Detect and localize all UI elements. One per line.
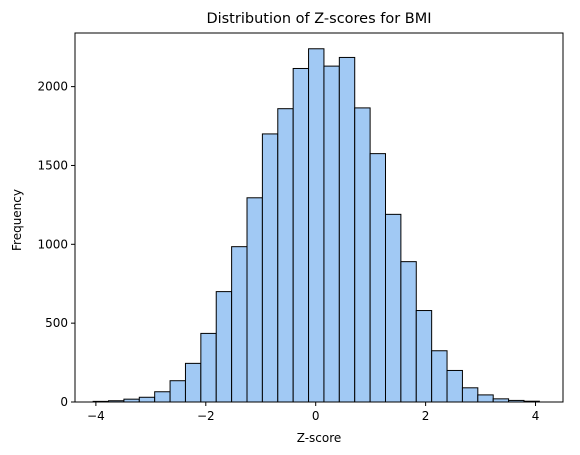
histogram-bar [446,369,463,403]
x-tick-label: −4 [87,409,105,423]
x-tick-label: 0 [312,409,320,423]
histogram-bar [323,65,340,403]
y-axis-ticks: 0 500 1000 1500 2000 [37,80,75,409]
y-tick-label: 1000 [37,237,68,251]
histogram-bar [308,48,325,403]
histogram-bar [354,107,371,403]
histogram-bar [138,396,156,403]
histogram-bar [400,261,417,403]
histogram-bar [277,108,294,403]
x-axis-ticks: −4 −2 0 2 4 [87,402,539,423]
x-tick-label: −2 [197,409,215,423]
histogram-bar [184,362,202,403]
histogram-bar [215,291,233,403]
y-tick-label: 0 [60,395,68,409]
histogram-bar [292,67,310,403]
plot-frame [74,32,564,403]
histogram-bar [231,246,248,403]
histogram-bar [169,380,186,403]
histogram-bar [338,56,356,403]
bars-group [92,48,540,403]
y-axis-title: Frequency [10,189,24,251]
histogram-bar [431,350,448,403]
histogram-bar [415,310,433,403]
histogram-bar [369,153,386,403]
histogram-bar [246,197,263,403]
chart-title: Distribution of Z-scores for BMI [206,11,431,27]
histogram-bar [154,391,171,403]
x-tick-label: 2 [422,409,430,423]
histogram-bar [261,133,279,403]
histogram-bar [461,387,479,403]
y-tick-label: 1500 [37,158,68,172]
histogram-bar [384,213,402,403]
y-tick-label: 500 [45,316,68,330]
y-tick-label: 2000 [37,80,68,94]
x-axis-title: Z-score [297,431,342,445]
histogram-bar [200,332,217,403]
x-tick-label: 4 [532,409,540,423]
histogram-bar [477,394,494,403]
